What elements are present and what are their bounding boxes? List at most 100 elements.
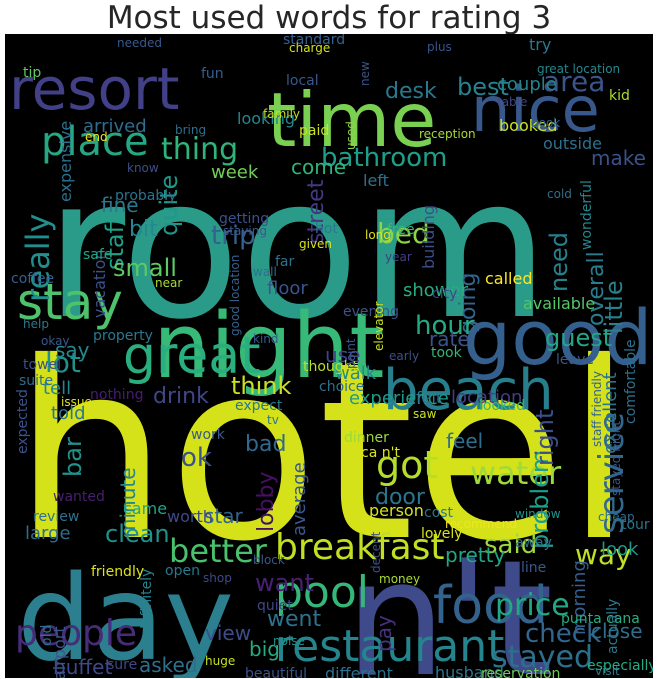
word-especially: especially: [587, 658, 653, 674]
word-early: early: [389, 349, 419, 363]
word-window: window: [515, 507, 561, 521]
word-point: point: [344, 338, 358, 369]
word-leave: leave: [556, 352, 594, 368]
word-good: good: [463, 293, 652, 382]
word-person: person: [369, 501, 424, 520]
word-said: said: [484, 530, 537, 560]
word-best: best: [457, 73, 509, 101]
word-say: say: [55, 338, 90, 362]
word-food: food: [433, 576, 548, 636]
word-issue: issue: [61, 395, 92, 409]
word-rate: rate: [429, 327, 470, 351]
word-beach: beach: [383, 358, 554, 423]
word-looking: looking: [237, 109, 295, 128]
word-thought: thought: [303, 359, 359, 375]
word-floor: floor: [267, 278, 308, 299]
word-line: line: [521, 560, 546, 576]
word-saw: saw: [413, 407, 437, 421]
word-fun: fun: [201, 66, 224, 82]
word-shower: shower: [403, 280, 469, 301]
word-bit: bit: [129, 217, 158, 242]
word-pool: pool: [275, 567, 369, 618]
word-staff: staff: [101, 216, 129, 270]
word-drink: drink: [153, 384, 209, 409]
word-great: great: [123, 326, 261, 386]
word-come: come: [291, 155, 346, 179]
word-bed: bed: [377, 217, 430, 250]
word-asked: asked: [139, 653, 198, 677]
word-evening: evening: [343, 304, 399, 320]
word-ca-n-t: ca n't: [361, 445, 400, 461]
word-choice: choice: [319, 379, 364, 395]
word-hotel: hotel: [13, 310, 633, 595]
word-check: check: [525, 619, 601, 649]
word-thing: thing: [161, 132, 238, 167]
word-people: people: [15, 613, 137, 654]
word-pay: pay: [372, 615, 396, 652]
word-worth: worth: [167, 507, 213, 526]
word-kind: kind: [253, 332, 279, 346]
word-bad: bad: [245, 432, 286, 457]
word-water: water: [470, 454, 562, 492]
word-suite: suite: [19, 373, 53, 389]
word-minute: minute: [116, 467, 140, 538]
word-dinner: dinner: [344, 430, 389, 446]
word-vacation: vacation: [90, 249, 109, 318]
word-lovely: lovely: [421, 526, 463, 542]
word-door: door: [375, 485, 426, 510]
word-reception: reception: [419, 127, 476, 141]
word-tell: tell: [43, 378, 71, 399]
word-reservation: reservation: [481, 666, 560, 678]
word-safe: safe: [83, 247, 112, 263]
word-different: different: [325, 664, 393, 678]
word-took: took: [431, 345, 463, 361]
word-week: week: [211, 162, 259, 183]
word-better: better: [169, 532, 268, 570]
word-wonderful: wonderful: [579, 180, 595, 250]
word-available: available: [523, 294, 595, 313]
word-okay: okay: [41, 334, 70, 348]
word-decent: decent: [369, 531, 383, 573]
word-stay: stay: [17, 273, 123, 331]
word-outside: outside: [543, 134, 602, 153]
word-room: room: [45, 135, 549, 362]
word-shop: shop: [203, 571, 232, 585]
word-make: make: [591, 146, 646, 170]
word-way: way: [575, 538, 632, 571]
word-cheap: cheap: [598, 510, 635, 524]
word-right: right: [531, 410, 559, 466]
word-look: look: [601, 539, 639, 560]
word-arrived: arrived: [83, 116, 147, 137]
word-overall: overall: [584, 251, 609, 326]
word-charge: charge: [289, 41, 330, 55]
word-couple: couple: [497, 74, 557, 95]
word-n-t: n't: [345, 525, 553, 678]
word-definitely: definitely: [139, 569, 155, 634]
word-ok: ok: [181, 443, 212, 473]
word-kid: kid: [609, 88, 630, 104]
word-looked: looked: [479, 398, 525, 414]
word-star: star: [204, 504, 244, 528]
word-coffee: coffee: [11, 271, 54, 287]
word-breakfast: breakfast: [275, 527, 445, 568]
word-little: little: [600, 280, 628, 334]
word-hot: hot: [315, 221, 338, 237]
word-needed: needed: [117, 36, 162, 50]
word-resort: resort: [9, 55, 180, 123]
word-want: want: [255, 569, 314, 597]
word-cost: cost: [424, 505, 454, 521]
word-use: use: [325, 343, 360, 367]
word-stayed: stayed: [492, 640, 593, 675]
word-excellent: excellent: [600, 372, 621, 454]
word-staff-friendly: staff friendly: [590, 371, 604, 447]
word-money: money: [379, 572, 420, 586]
word-felt: felt: [416, 388, 442, 407]
word-property: property: [93, 328, 153, 344]
word-went: went: [267, 607, 321, 632]
chart-title: Most used words for rating 3: [106, 0, 552, 36]
word-bar: bar: [59, 437, 87, 477]
word-tour: tour: [621, 517, 650, 533]
word-book: book: [531, 116, 560, 130]
word-table: table: [497, 95, 527, 109]
